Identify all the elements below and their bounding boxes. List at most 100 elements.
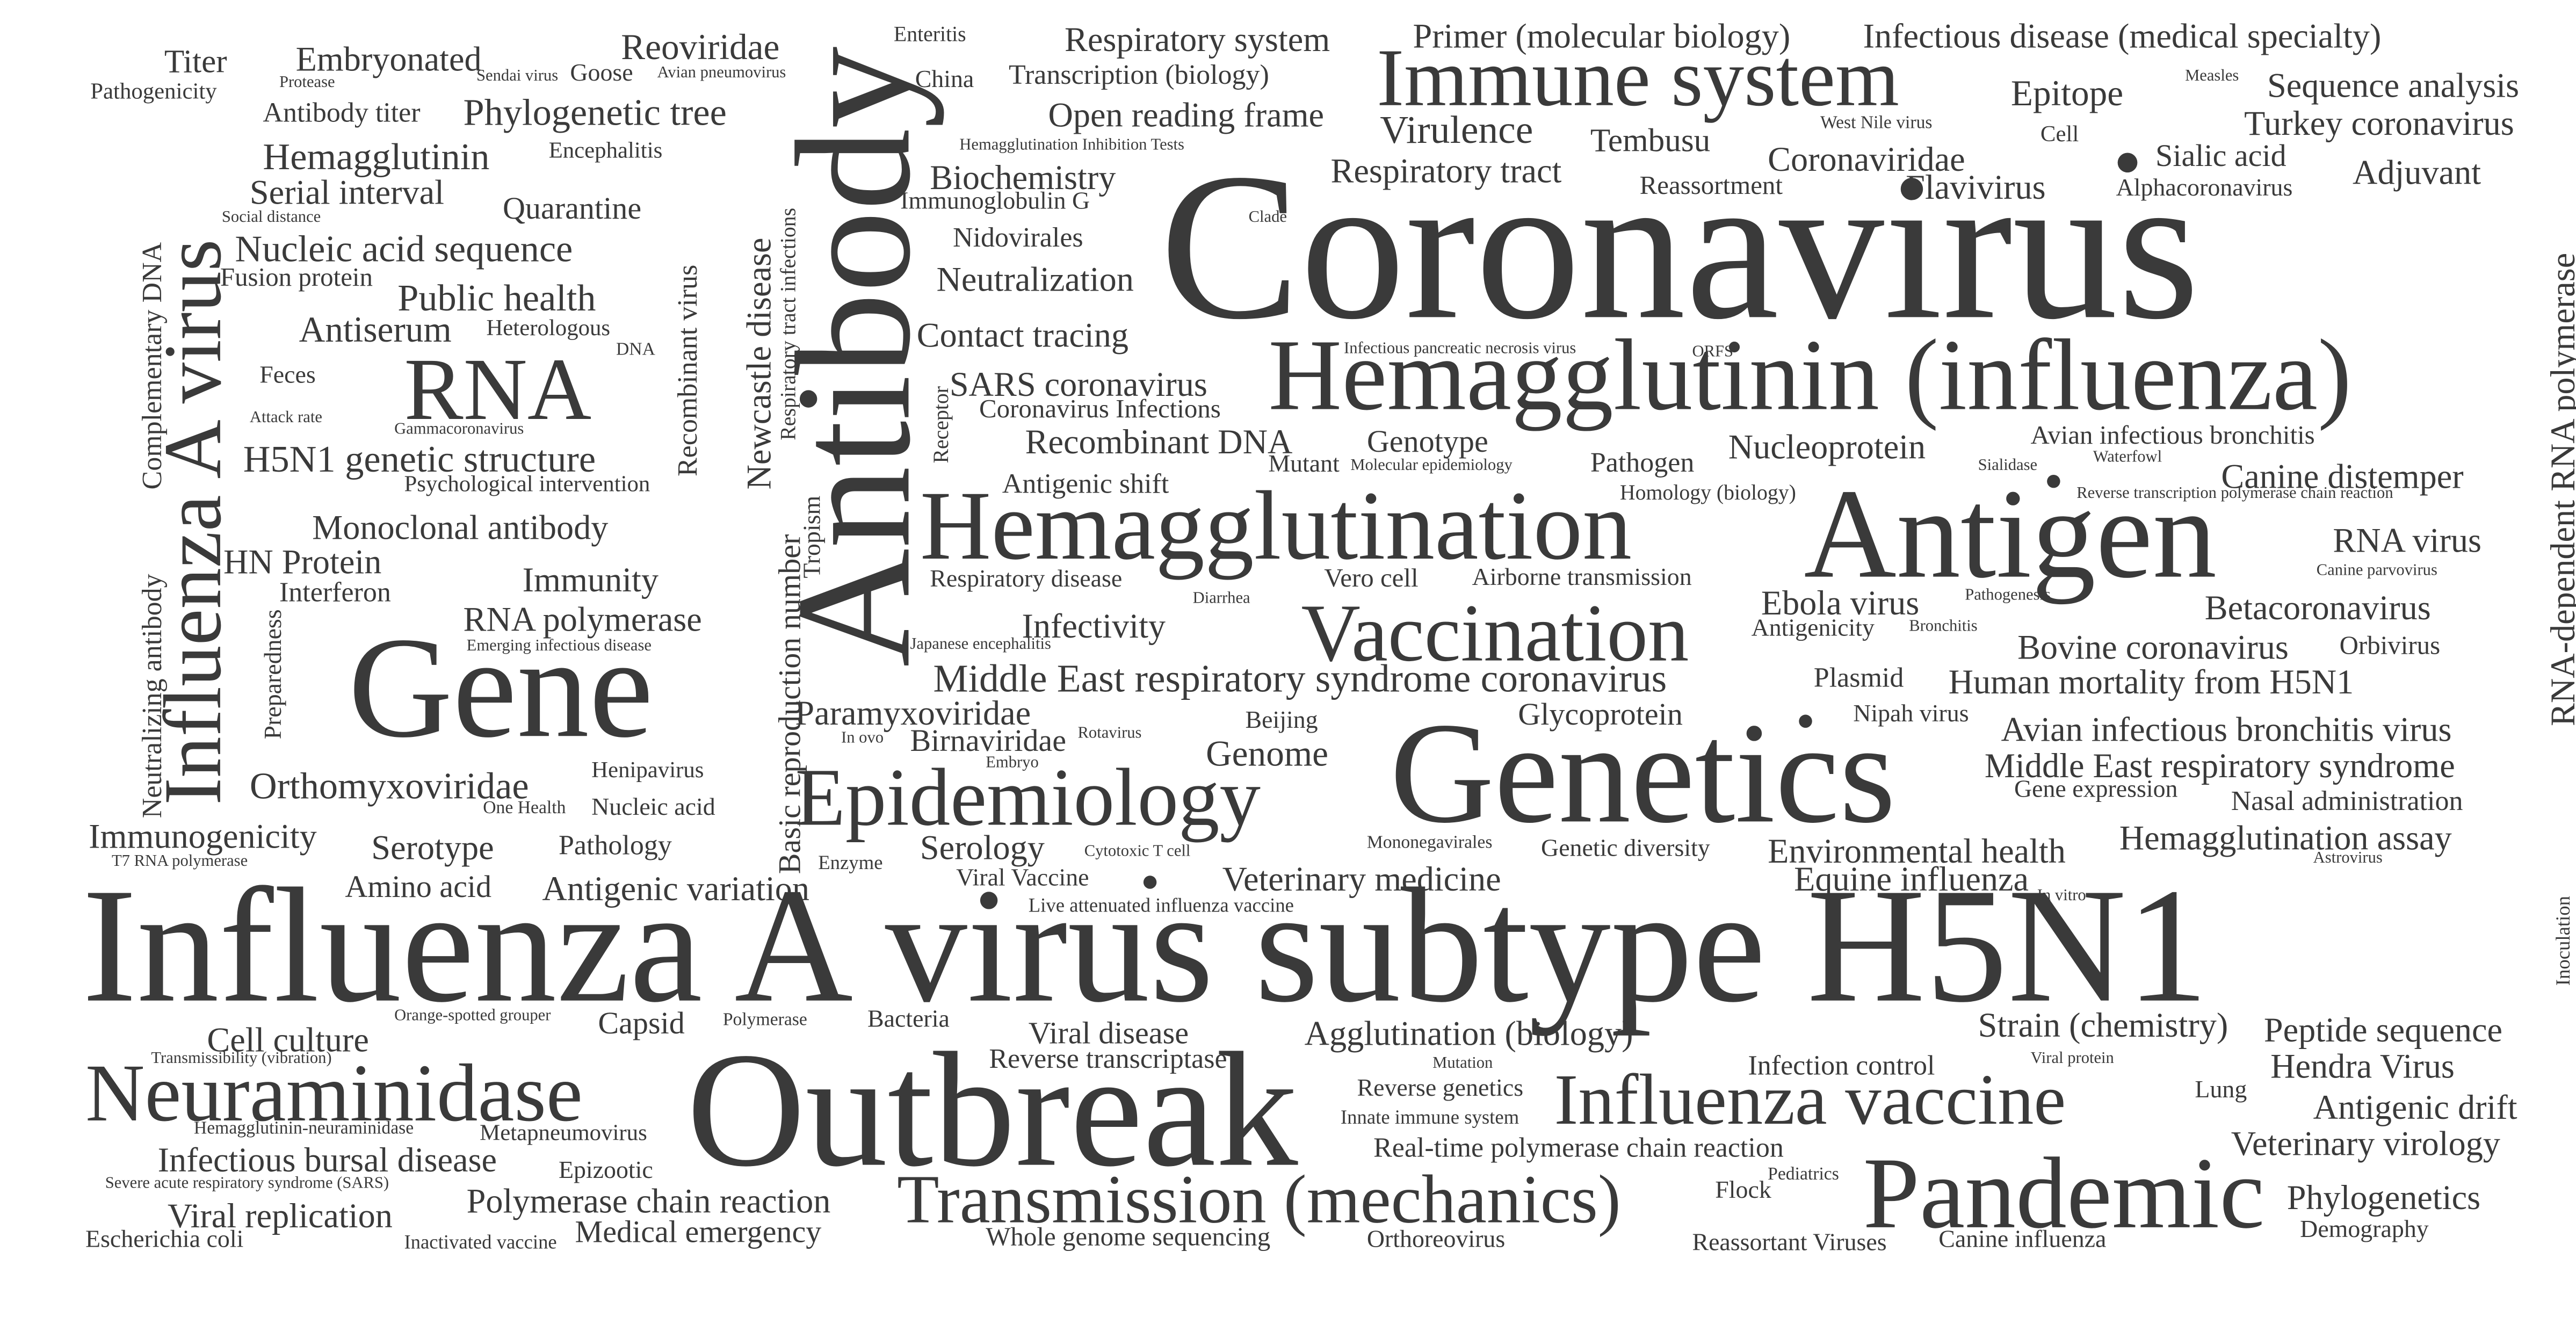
word-65: Antiserum <box>299 309 452 350</box>
word-74: Attack rate <box>249 409 322 428</box>
word-88: Antigenic shift <box>1002 468 1169 500</box>
word-75: Gammacoronavirus <box>394 421 524 439</box>
word-73: Coronavirus Infections <box>979 396 1221 424</box>
word-154: Strain (chemistry) <box>1978 1005 2228 1045</box>
word-9: Pandemic <box>1863 1138 2265 1250</box>
word-49: Adjuvant <box>2353 153 2481 192</box>
word-90: Reverse transcription polymerase chain r… <box>2076 484 2393 503</box>
word-27: Transcription (biology) <box>1009 59 1269 91</box>
word-28: Epitope <box>2010 72 2124 114</box>
word-144: Veterinary medicine <box>1222 859 1501 899</box>
word-82: Mutant <box>1268 452 1340 479</box>
word-34: Goose <box>570 61 633 88</box>
word-61: Nucleic acid sequence <box>235 228 573 270</box>
word-96: Respiratory disease <box>930 567 1123 594</box>
word-43: Cell <box>2040 123 2079 148</box>
word-116: Nipah virus <box>1853 701 1969 728</box>
word-45: Encephalitis <box>548 139 663 164</box>
word-182: Demography <box>2300 1217 2429 1244</box>
word-151: Capsid <box>598 1007 685 1042</box>
word-44: Hemagglutinin <box>263 136 490 178</box>
word-133: Serotype <box>371 828 494 867</box>
dot-mark-0 <box>2117 153 2138 173</box>
word-32: Protease <box>279 74 335 92</box>
word-55: Serial interval <box>249 172 444 212</box>
word-131: Immunogenicity <box>89 816 317 856</box>
word-164: Hendra Virus <box>2270 1046 2455 1086</box>
word-24: Embryonated <box>295 39 482 79</box>
word-189: Complementary DNA <box>136 242 168 490</box>
word-21: Infectious disease (medical specialty) <box>1863 16 2382 56</box>
word-129: One Health <box>483 798 566 819</box>
word-113: Human mortality from H5N1 <box>1948 662 2354 702</box>
word-196: Tropism <box>800 495 827 578</box>
word-39: Virulence <box>1380 110 1533 153</box>
word-152: Polymerase <box>722 1010 807 1030</box>
word-81: H5N1 genetic structure <box>243 438 596 480</box>
word-41: West Nile virus <box>1820 113 1933 133</box>
word-14: Epidemiology <box>795 750 1261 843</box>
word-15: RNA <box>404 340 592 439</box>
word-158: Mutation <box>1432 1054 1493 1073</box>
word-63: Neutralization <box>936 259 1134 299</box>
word-128: Nasal administration <box>2231 785 2463 817</box>
word-127: Gene expression <box>2014 777 2178 804</box>
word-186: Orthoreovirus <box>1366 1227 1506 1254</box>
word-136: Cytotoxic T cell <box>1084 843 1191 861</box>
word-13: Vaccination <box>1301 586 1689 679</box>
word-153: Bacteria <box>867 1007 950 1033</box>
word-68: DNA <box>616 340 655 360</box>
word-174: Epizootic <box>558 1158 653 1185</box>
word-179: Phylogenetics <box>2286 1178 2481 1218</box>
word-5: Genetics <box>1390 694 1896 855</box>
word-84: Pathogen <box>1590 446 1695 479</box>
word-141: T7 RNA polymerase <box>111 852 248 871</box>
word-185: Whole genome sequencing <box>986 1224 1271 1252</box>
word-31: Pathogenicity <box>90 80 217 105</box>
word-181: Medical emergency <box>575 1216 822 1250</box>
word-117: Avian infectious bronchitis virus <box>2001 710 2452 749</box>
word-107: Bronchitis <box>1909 618 1978 636</box>
word-8: Hemagglutination <box>920 471 1632 580</box>
word-22: Reoviridae <box>621 26 780 68</box>
word-188: Canine influenza <box>1938 1227 2107 1254</box>
word-109: Japanese encephalitis <box>910 635 1051 654</box>
dot-mark-3 <box>1143 876 1157 889</box>
word-56: Immunoglobulin G <box>900 189 1090 215</box>
word-168: Innate immune system <box>1340 1105 1519 1129</box>
word-162: Infection control <box>1748 1050 1935 1081</box>
word-148: In vitro <box>2037 887 2086 906</box>
word-37: Phylogenetic tree <box>463 92 727 133</box>
word-160: Transmissibility (vibration) <box>151 1050 332 1068</box>
word-62: Fusion protein <box>220 264 373 293</box>
word-6: Antigen <box>1804 461 2217 605</box>
word-102: Ebola virus <box>1761 583 1920 623</box>
word-143: Viral Vaccine <box>956 865 1089 892</box>
word-71: Feces <box>259 363 316 389</box>
word-110: Bovine coronavirus <box>2017 627 2289 667</box>
word-166: Lung <box>2195 1077 2247 1104</box>
word-38: Open reading frame <box>1048 95 1325 135</box>
word-198: RNA-dependent RNA polymerase <box>2543 252 2576 726</box>
word-89: Homology (biology) <box>1619 480 1796 505</box>
word-165: Reverse genetics <box>1357 1076 1524 1103</box>
word-132: Hemagglutination assay <box>2119 818 2452 858</box>
word-100: Diarrhea <box>1192 590 1250 608</box>
word-16: Influenza vaccine <box>1554 1059 2066 1140</box>
word-17: Transmission (mechanics) <box>897 1163 1621 1239</box>
word-50: Biochemistry <box>930 157 1116 198</box>
word-161: Reverse transcriptase <box>989 1043 1227 1075</box>
word-115: Glycoprotein <box>1518 698 1683 733</box>
word-10: Neuraminidase <box>85 1046 583 1139</box>
word-172: Veterinary virology <box>2231 1124 2500 1163</box>
word-180: Viral replication <box>167 1196 393 1236</box>
word-40: Tembusu <box>1590 123 1711 160</box>
word-79: Avian infectious bronchitis <box>2030 422 2315 451</box>
word-46: Hemagglutination Inhibition Tests <box>959 136 1184 155</box>
word-76: Recombinant DNA <box>1025 422 1293 462</box>
word-19: Respiratory system <box>1065 19 1330 60</box>
word-42: Turkey coronavirus <box>2244 103 2514 143</box>
word-48: Sialic acid <box>2155 139 2286 175</box>
word-192: Recombinant virus <box>672 264 704 477</box>
